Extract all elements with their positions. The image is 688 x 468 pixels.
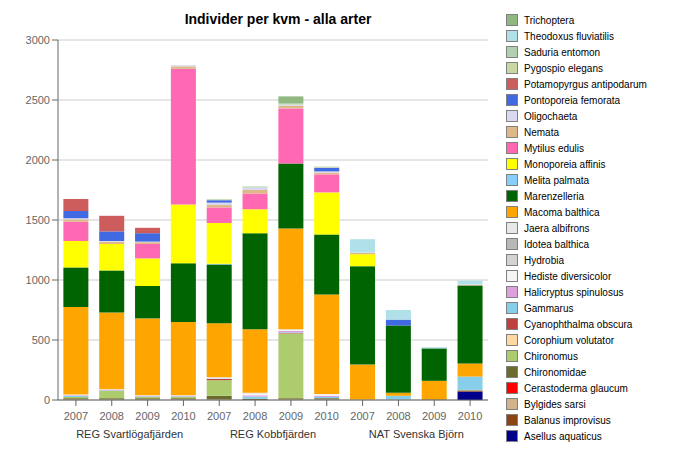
html-text:Gammarus: Gammarus — [524, 302, 574, 314]
html-text:Macoma balthica: Macoma balthica — [524, 206, 600, 218]
svg-text:0: 0 — [44, 394, 50, 406]
svg-text:2009: 2009 — [135, 410, 159, 422]
html-text:Corophium volutator: Corophium volutator — [524, 334, 614, 346]
html-text:Halicryptus spinulosus: Halicryptus spinulosus — [524, 286, 624, 298]
html-text:Marenzelleria: Marenzelleria — [524, 190, 584, 202]
svg-text:2010: 2010 — [171, 410, 195, 422]
svg-text:2008: 2008 — [243, 410, 267, 422]
svg-text:REG Kobbfjärden: REG Kobbfjärden — [230, 428, 316, 440]
svg-text:2009: 2009 — [279, 410, 303, 422]
html-text:Nemata: Nemata — [524, 126, 559, 138]
svg-text:2010: 2010 — [315, 410, 339, 422]
html-text:Pygospio elegans: Pygospio elegans — [524, 62, 603, 74]
svg-text:1000: 1000 — [26, 274, 50, 286]
svg-text:2008: 2008 — [386, 410, 410, 422]
html-text:Trichoptera: Trichoptera — [524, 14, 575, 26]
svg-text:2007: 2007 — [207, 410, 231, 422]
html-text:Mytilus edulis: Mytilus edulis — [524, 142, 584, 154]
html-text:Asellus aquaticus: Asellus aquaticus — [524, 430, 602, 442]
html-text:Cerastoderma glaucum: Cerastoderma glaucum — [524, 382, 628, 394]
html-text:Potamopyrgus antipodarum: Potamopyrgus antipodarum — [524, 78, 647, 90]
svg-text:2008: 2008 — [100, 410, 124, 422]
svg-text:1500: 1500 — [26, 214, 50, 226]
svg-text:2007: 2007 — [64, 410, 88, 422]
html-text:Hediste diversicolor: Hediste diversicolor — [524, 270, 612, 282]
html-text:Saduria entomon: Saduria entomon — [524, 46, 601, 58]
svg-text:2500: 2500 — [26, 94, 50, 106]
svg-text:NAT Svenska Björn: NAT Svenska Björn — [369, 428, 464, 440]
html-text:Cyanophthalma obscura: Cyanophthalma obscura — [524, 318, 633, 330]
html-text:Balanus improvisus: Balanus improvisus — [524, 414, 611, 426]
svg-text:3000: 3000 — [26, 34, 50, 46]
html-text:Jaera albifrons: Jaera albifrons — [524, 222, 590, 234]
svg-text:2000: 2000 — [26, 154, 50, 166]
html-text:Melita palmata: Melita palmata — [524, 174, 589, 186]
html-text:Monoporeia affinis: Monoporeia affinis — [524, 158, 606, 170]
svg-text:500: 500 — [32, 334, 50, 346]
html-text:Pontoporeia femorata: Pontoporeia femorata — [524, 94, 621, 106]
html-text:Idotea balthica: Idotea balthica — [524, 238, 590, 250]
html-text:Hydrobia: Hydrobia — [524, 254, 564, 266]
svg-text:2010: 2010 — [458, 410, 482, 422]
html-text:Oligochaeta: Oligochaeta — [524, 110, 578, 122]
html-text:Theodoxus fluviatilis: Theodoxus fluviatilis — [524, 30, 614, 42]
svg-text:2009: 2009 — [422, 410, 446, 422]
html-text:Individer per kvm - alla arter: Individer per kvm - alla arter — [184, 11, 372, 27]
svg-text:REG Svartlögafjärden: REG Svartlögafjärden — [76, 428, 183, 440]
html-text:Bylgides sarsi: Bylgides sarsi — [524, 398, 586, 410]
svg-text:2007: 2007 — [350, 410, 374, 422]
html-text:Chironomus: Chironomus — [524, 350, 578, 362]
html-text:Chironomidae: Chironomidae — [524, 366, 587, 378]
